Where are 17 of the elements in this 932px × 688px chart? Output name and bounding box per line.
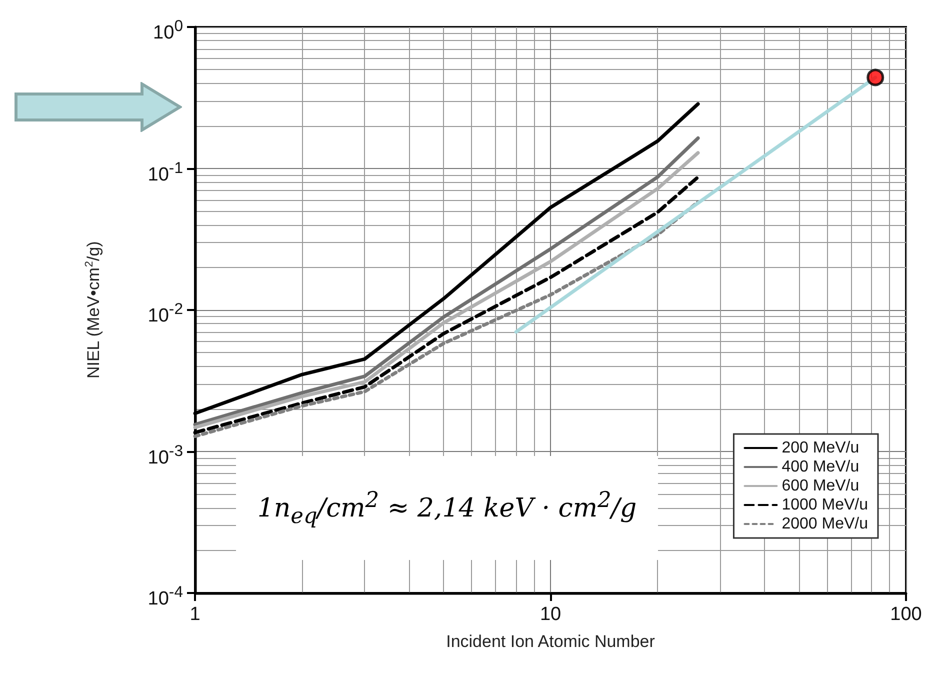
legend-label: 2000 MeV/u [782,516,868,532]
y-tick-label: 10$^{-4}$ [148,583,183,612]
y-axis-title: NIEL (MeV•cm2/g) [84,241,103,379]
equation-panel: 1n$_{eq}$/cm$^{2}$ ≈ 2,14 keV · cm$^{2}$/g [236,456,658,560]
y-tick-label: 10$^{0}$ [153,17,183,46]
legend-label: 600 MeV/u [782,478,860,494]
annotation: 1n$_{eq}$/cm$^{2}$ ≈ 2,14 keV · cm$^{2}$/g [257,488,637,528]
y-tick-label: 10$^{-1}$ [148,158,183,187]
x-tick-label: 10 [540,604,562,625]
y-tick-label: 10$^{-2}$ [148,300,183,328]
legend-label: 400 MeV/u [782,458,860,476]
x-tick-label: 1 [190,604,200,625]
legend-label: 1000 MeV/u [782,496,868,514]
legend-label: 200 MeV/u [782,440,860,456]
x-tick-label: 100 [890,604,922,625]
y-tick-label: 10$^{-3}$ [148,442,183,470]
x-axis-title: Incident Ion Atomic Number [446,632,656,651]
